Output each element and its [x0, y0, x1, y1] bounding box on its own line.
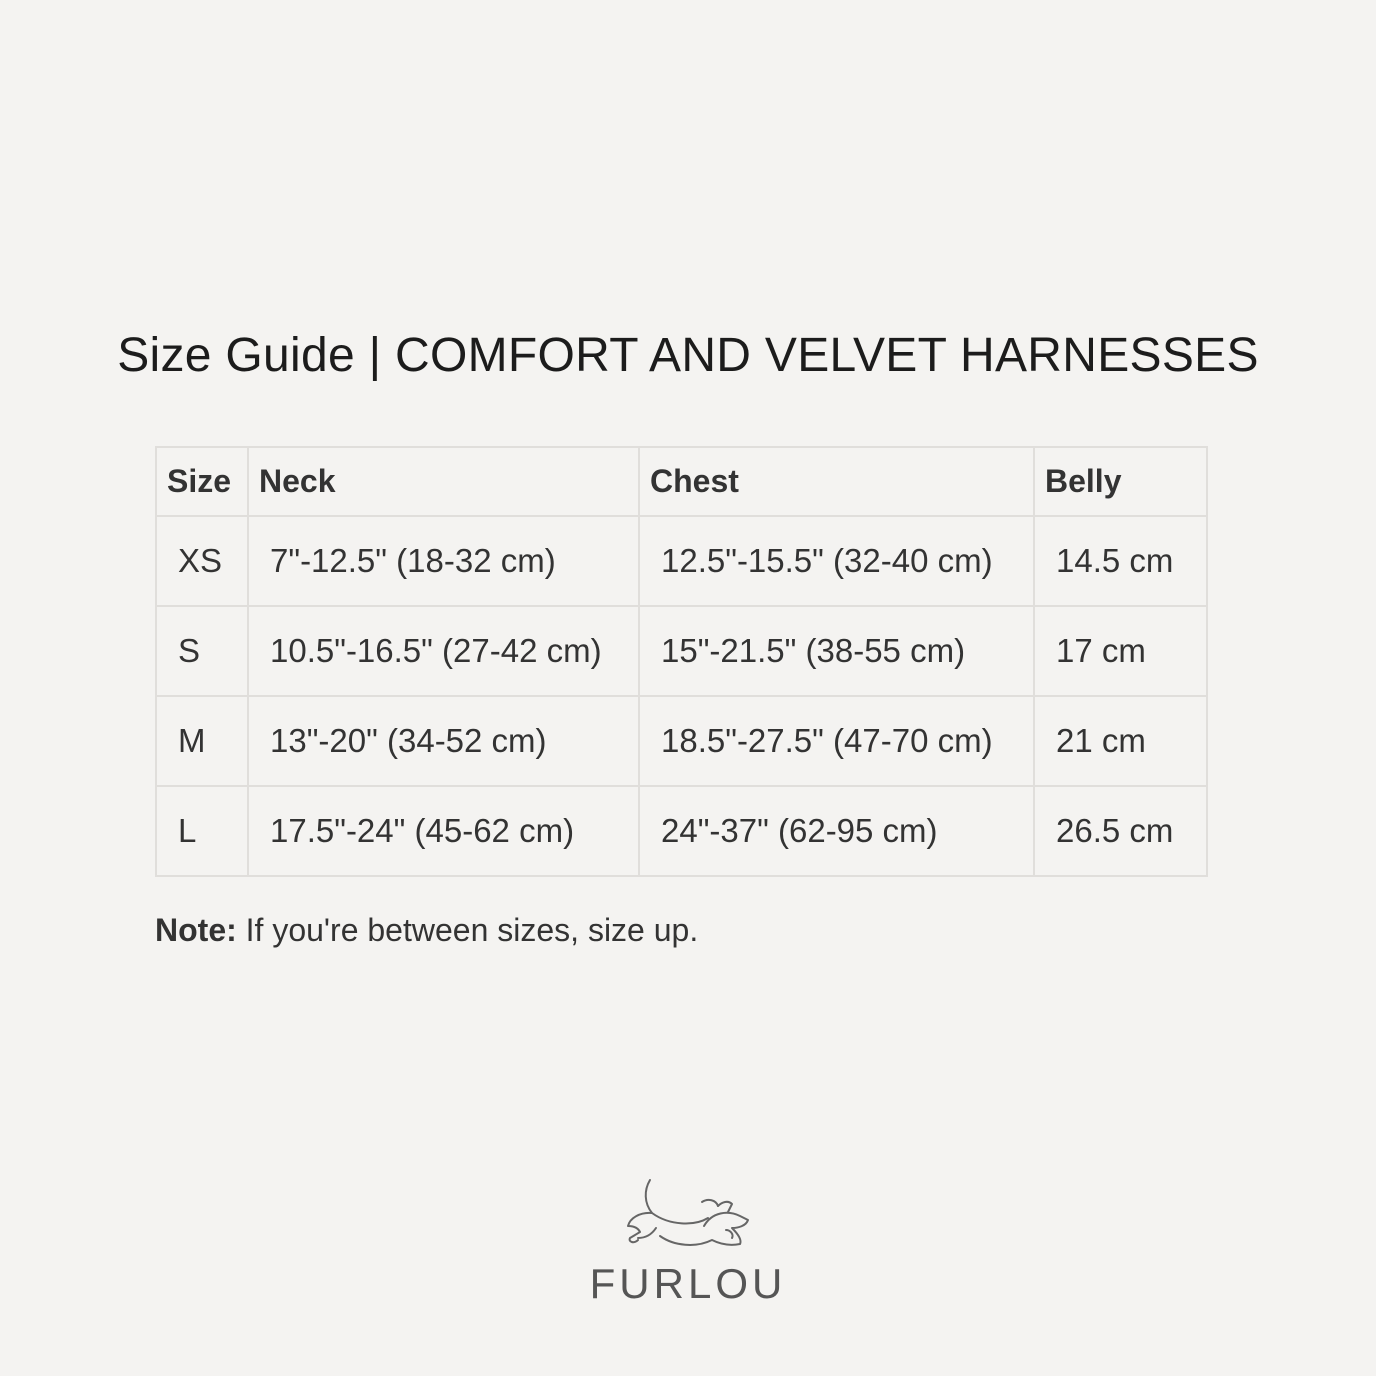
- cell-chest: 18.5"-27.5" (47-70 cm): [638, 695, 1035, 787]
- cell-belly: 21 cm: [1033, 695, 1208, 787]
- running-dog-icon: [627, 1179, 749, 1246]
- cell-neck: 7"-12.5" (18-32 cm): [247, 515, 640, 607]
- page-title: Size Guide | COMFORT AND VELVET HARNESSE…: [117, 329, 1259, 382]
- cell-size: L: [155, 785, 249, 877]
- cell-belly: 14.5 cm: [1033, 515, 1208, 607]
- table-row: XS 7"-12.5" (18-32 cm) 12.5"-15.5" (32-40 …: [155, 515, 1208, 607]
- note-text: If you're between sizes, size up.: [236, 912, 699, 948]
- header-belly: Belly: [1033, 446, 1208, 517]
- table-row: S 10.5"-16.5" (27-42 cm) 15"-21.5" (38-55 …: [155, 605, 1208, 697]
- table-row: L 17.5"-24" (45-62 cm) 24"-37" (62-95 cm) 2…: [155, 785, 1208, 877]
- cell-chest: 12.5"-15.5" (32-40 cm): [638, 515, 1035, 607]
- brand-logo-text: FURLOU: [589, 1260, 787, 1307]
- size-table: Size Neck Chest Belly XS 7"-12.5" (18-32 …: [155, 446, 1208, 877]
- cell-neck: 10.5"-16.5" (27-42 cm): [247, 605, 640, 697]
- cell-size: M: [155, 695, 249, 787]
- table-header-row: Size Neck Chest Belly: [155, 446, 1208, 517]
- cell-chest: 24"-37" (62-95 cm): [638, 785, 1035, 877]
- note-label: Note:: [155, 912, 237, 948]
- cell-size: S: [155, 605, 249, 697]
- header-neck: Neck: [247, 446, 640, 517]
- size-note: Note: If you're between sizes, size up.: [155, 912, 698, 949]
- header-chest: Chest: [638, 446, 1035, 517]
- cell-belly: 26.5 cm: [1033, 785, 1208, 877]
- cell-neck: 17.5"-24" (45-62 cm): [247, 785, 640, 877]
- cell-belly: 17 cm: [1033, 605, 1208, 697]
- cell-size: XS: [155, 515, 249, 607]
- cell-neck: 13"-20" (34-52 cm): [247, 695, 640, 787]
- header-size: Size: [155, 446, 249, 517]
- cell-chest: 15"-21.5" (38-55 cm): [638, 605, 1035, 697]
- table-row: M 13"-20" (34-52 cm) 18.5"-27.5" (47-70 cm…: [155, 695, 1208, 787]
